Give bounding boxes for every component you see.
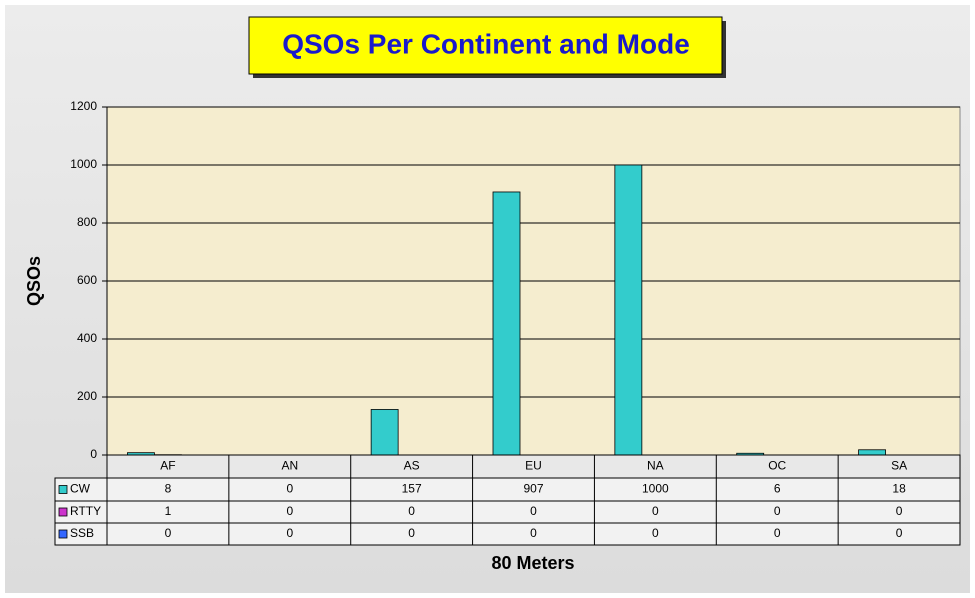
legend-label: CW bbox=[70, 482, 91, 496]
y-tick-label: 600 bbox=[77, 273, 97, 287]
table-value: 0 bbox=[774, 504, 781, 518]
bar bbox=[614, 164, 643, 456]
table-value: 0 bbox=[652, 504, 659, 518]
y-tick-label: 1000 bbox=[70, 157, 97, 171]
y-tick-label: 800 bbox=[77, 215, 97, 229]
table-value: 0 bbox=[652, 526, 659, 540]
table-value: 0 bbox=[408, 526, 415, 540]
x-tick-label: SA bbox=[891, 459, 907, 473]
x-tick-label: AN bbox=[281, 459, 298, 473]
table-value: 6 bbox=[774, 482, 781, 496]
bar bbox=[492, 191, 521, 456]
table-value: 0 bbox=[286, 482, 293, 496]
table-value: 1 bbox=[165, 504, 172, 518]
y-tick-label: 1200 bbox=[70, 99, 97, 113]
x-tick-label: OC bbox=[768, 459, 786, 473]
table-value: 0 bbox=[286, 526, 293, 540]
x-tick-label: NA bbox=[647, 459, 664, 473]
title-box bbox=[248, 16, 723, 75]
table-value: 0 bbox=[774, 526, 781, 540]
x-tick-label: AS bbox=[404, 459, 420, 473]
table-value: 0 bbox=[530, 526, 537, 540]
y-tick-label: 200 bbox=[77, 389, 97, 403]
x-tick-label: AF bbox=[160, 459, 175, 473]
y-tick-label: 400 bbox=[77, 331, 97, 345]
table-value: 18 bbox=[892, 482, 906, 496]
chart-title: QSOs Per Continent and Mode bbox=[282, 28, 690, 59]
table-value: 0 bbox=[896, 504, 903, 518]
table-value: 1000 bbox=[642, 482, 669, 496]
table-value: 0 bbox=[165, 526, 172, 540]
legend-swatch bbox=[58, 507, 68, 517]
y-tick-label: 0 bbox=[90, 447, 97, 461]
x-tick-label: EU bbox=[525, 459, 542, 473]
bar bbox=[858, 449, 886, 456]
x-axis-label: 80 Meters bbox=[491, 553, 574, 573]
legend-label: RTTY bbox=[70, 504, 101, 518]
legend-swatch bbox=[58, 529, 68, 539]
table-value: 0 bbox=[530, 504, 537, 518]
table-value: 0 bbox=[286, 504, 293, 518]
table-value: 0 bbox=[408, 504, 415, 518]
legend-label: SSB bbox=[70, 526, 94, 540]
table-value: 0 bbox=[896, 526, 903, 540]
table-value: 907 bbox=[523, 482, 543, 496]
table-body-bg bbox=[55, 478, 960, 545]
table-value: 8 bbox=[165, 482, 172, 496]
table-header-bg bbox=[107, 455, 960, 478]
bar bbox=[370, 409, 399, 456]
table-value: 157 bbox=[402, 482, 422, 496]
y-axis-label: QSOs bbox=[24, 256, 44, 306]
legend-swatch bbox=[58, 485, 68, 494]
